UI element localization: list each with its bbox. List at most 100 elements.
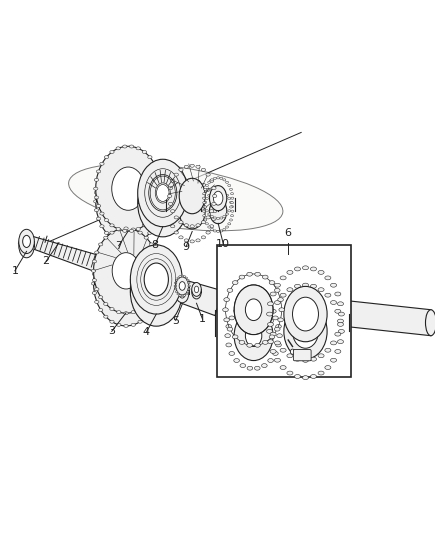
Ellipse shape <box>129 242 134 245</box>
Ellipse shape <box>155 292 160 294</box>
Ellipse shape <box>110 150 114 154</box>
Ellipse shape <box>95 288 99 290</box>
Ellipse shape <box>196 180 200 183</box>
Ellipse shape <box>116 147 120 150</box>
Ellipse shape <box>174 188 178 191</box>
Ellipse shape <box>155 170 160 173</box>
Ellipse shape <box>210 215 213 217</box>
Ellipse shape <box>337 319 343 323</box>
Ellipse shape <box>203 192 206 195</box>
Ellipse shape <box>240 364 246 368</box>
Ellipse shape <box>179 193 205 229</box>
Ellipse shape <box>69 164 283 231</box>
Ellipse shape <box>104 236 108 239</box>
Ellipse shape <box>331 301 336 304</box>
Ellipse shape <box>174 288 177 290</box>
Ellipse shape <box>223 215 226 217</box>
Ellipse shape <box>117 241 121 244</box>
Text: 5: 5 <box>172 316 179 326</box>
Ellipse shape <box>240 304 246 308</box>
Ellipse shape <box>124 227 128 230</box>
Ellipse shape <box>129 229 134 232</box>
Ellipse shape <box>209 209 214 213</box>
Ellipse shape <box>104 302 108 305</box>
Ellipse shape <box>138 308 142 311</box>
Ellipse shape <box>144 302 148 305</box>
Ellipse shape <box>104 168 109 172</box>
Ellipse shape <box>112 265 140 302</box>
Ellipse shape <box>144 236 148 239</box>
Ellipse shape <box>287 270 293 274</box>
Ellipse shape <box>276 325 281 328</box>
Text: 1: 1 <box>11 266 18 276</box>
Ellipse shape <box>179 236 183 239</box>
Ellipse shape <box>131 324 135 326</box>
Ellipse shape <box>142 163 147 166</box>
Ellipse shape <box>274 358 280 362</box>
Ellipse shape <box>174 282 177 284</box>
Ellipse shape <box>100 212 104 215</box>
Ellipse shape <box>270 292 276 296</box>
Text: 4: 4 <box>143 327 150 337</box>
Ellipse shape <box>96 170 101 173</box>
Ellipse shape <box>116 228 120 230</box>
Polygon shape <box>18 233 223 316</box>
Ellipse shape <box>335 350 341 353</box>
Ellipse shape <box>153 301 157 303</box>
Ellipse shape <box>110 237 114 240</box>
Ellipse shape <box>203 215 206 217</box>
Ellipse shape <box>220 217 223 219</box>
Ellipse shape <box>95 301 99 303</box>
Ellipse shape <box>311 357 317 361</box>
Ellipse shape <box>201 168 205 171</box>
Ellipse shape <box>92 269 96 272</box>
Ellipse shape <box>174 216 178 219</box>
Ellipse shape <box>210 228 213 231</box>
Ellipse shape <box>94 241 159 326</box>
Ellipse shape <box>226 325 232 328</box>
Ellipse shape <box>209 180 214 182</box>
Ellipse shape <box>294 375 300 378</box>
Ellipse shape <box>202 197 205 199</box>
Ellipse shape <box>205 184 208 187</box>
Ellipse shape <box>112 180 145 223</box>
Ellipse shape <box>217 190 219 192</box>
Ellipse shape <box>168 217 173 221</box>
Ellipse shape <box>338 329 344 333</box>
Ellipse shape <box>124 325 128 327</box>
Ellipse shape <box>136 240 140 243</box>
Ellipse shape <box>92 279 96 282</box>
Ellipse shape <box>205 223 208 225</box>
Ellipse shape <box>325 293 331 297</box>
Ellipse shape <box>100 175 104 178</box>
Ellipse shape <box>223 308 228 312</box>
Ellipse shape <box>194 289 199 295</box>
Ellipse shape <box>284 286 327 342</box>
Ellipse shape <box>192 285 201 299</box>
Ellipse shape <box>100 162 104 165</box>
Ellipse shape <box>228 223 231 225</box>
Ellipse shape <box>174 285 177 287</box>
Ellipse shape <box>290 349 295 354</box>
Ellipse shape <box>152 225 157 228</box>
Polygon shape <box>351 301 431 336</box>
Ellipse shape <box>268 302 273 306</box>
Ellipse shape <box>247 301 253 305</box>
Text: 2: 2 <box>42 256 49 266</box>
Ellipse shape <box>318 371 324 375</box>
Ellipse shape <box>247 272 252 276</box>
Ellipse shape <box>208 194 211 196</box>
Ellipse shape <box>144 275 168 308</box>
Ellipse shape <box>228 184 231 187</box>
Ellipse shape <box>224 298 230 302</box>
Ellipse shape <box>170 195 175 198</box>
Ellipse shape <box>92 282 96 285</box>
Ellipse shape <box>153 251 157 254</box>
Ellipse shape <box>318 288 324 292</box>
Ellipse shape <box>270 332 276 336</box>
Ellipse shape <box>254 301 260 305</box>
Ellipse shape <box>99 296 103 299</box>
Ellipse shape <box>144 263 168 296</box>
Ellipse shape <box>179 178 205 214</box>
Ellipse shape <box>293 314 318 348</box>
